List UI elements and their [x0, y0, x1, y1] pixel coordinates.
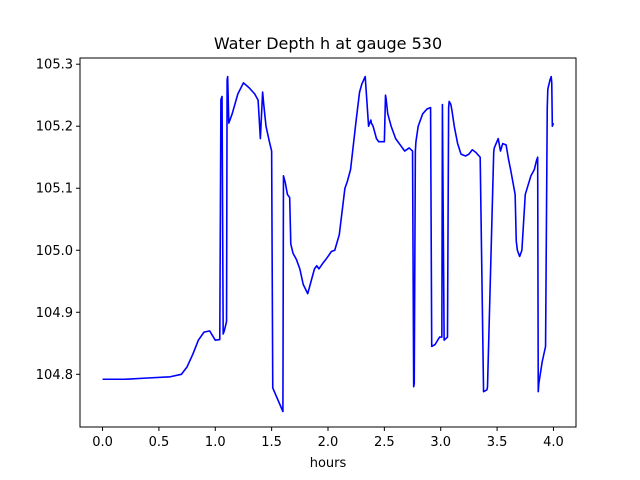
plot-area — [79, 57, 577, 428]
series-line-0 — [102, 75, 555, 413]
series-layer — [102, 75, 555, 413]
x-axis-ticks: 0.0 0.5 1.0 1.5 2.0 2.5 3.0 3.5 4.0 — [92, 427, 564, 450]
x-tick-label: 3.5 — [487, 435, 508, 450]
x-tick-label: 0.5 — [149, 435, 170, 450]
x-tick-label: 2.0 — [318, 435, 339, 450]
y-tick-label: 105.2 — [36, 120, 73, 135]
y-tick-label: 104.8 — [36, 368, 73, 383]
x-tick-label: 1.5 — [261, 435, 282, 450]
y-axis-ticks: 104.8 104.9 105.0 105.1 105.2 105.3 — [36, 58, 80, 383]
x-tick-label: 0.0 — [92, 435, 113, 450]
y-tick-label: 104.9 — [36, 306, 73, 321]
x-tick-label: 2.5 — [374, 435, 395, 450]
x-axis-label: hours — [310, 456, 347, 471]
x-tick-label: 4.0 — [543, 435, 564, 450]
y-tick-label: 105.0 — [36, 244, 73, 259]
y-tick-label: 105.1 — [36, 182, 73, 197]
x-tick-label: 1.0 — [205, 435, 226, 450]
x-tick-label: 3.0 — [430, 435, 451, 450]
y-tick-label: 105.3 — [36, 58, 73, 73]
chart-title: Water Depth h at gauge 530 — [214, 34, 442, 53]
